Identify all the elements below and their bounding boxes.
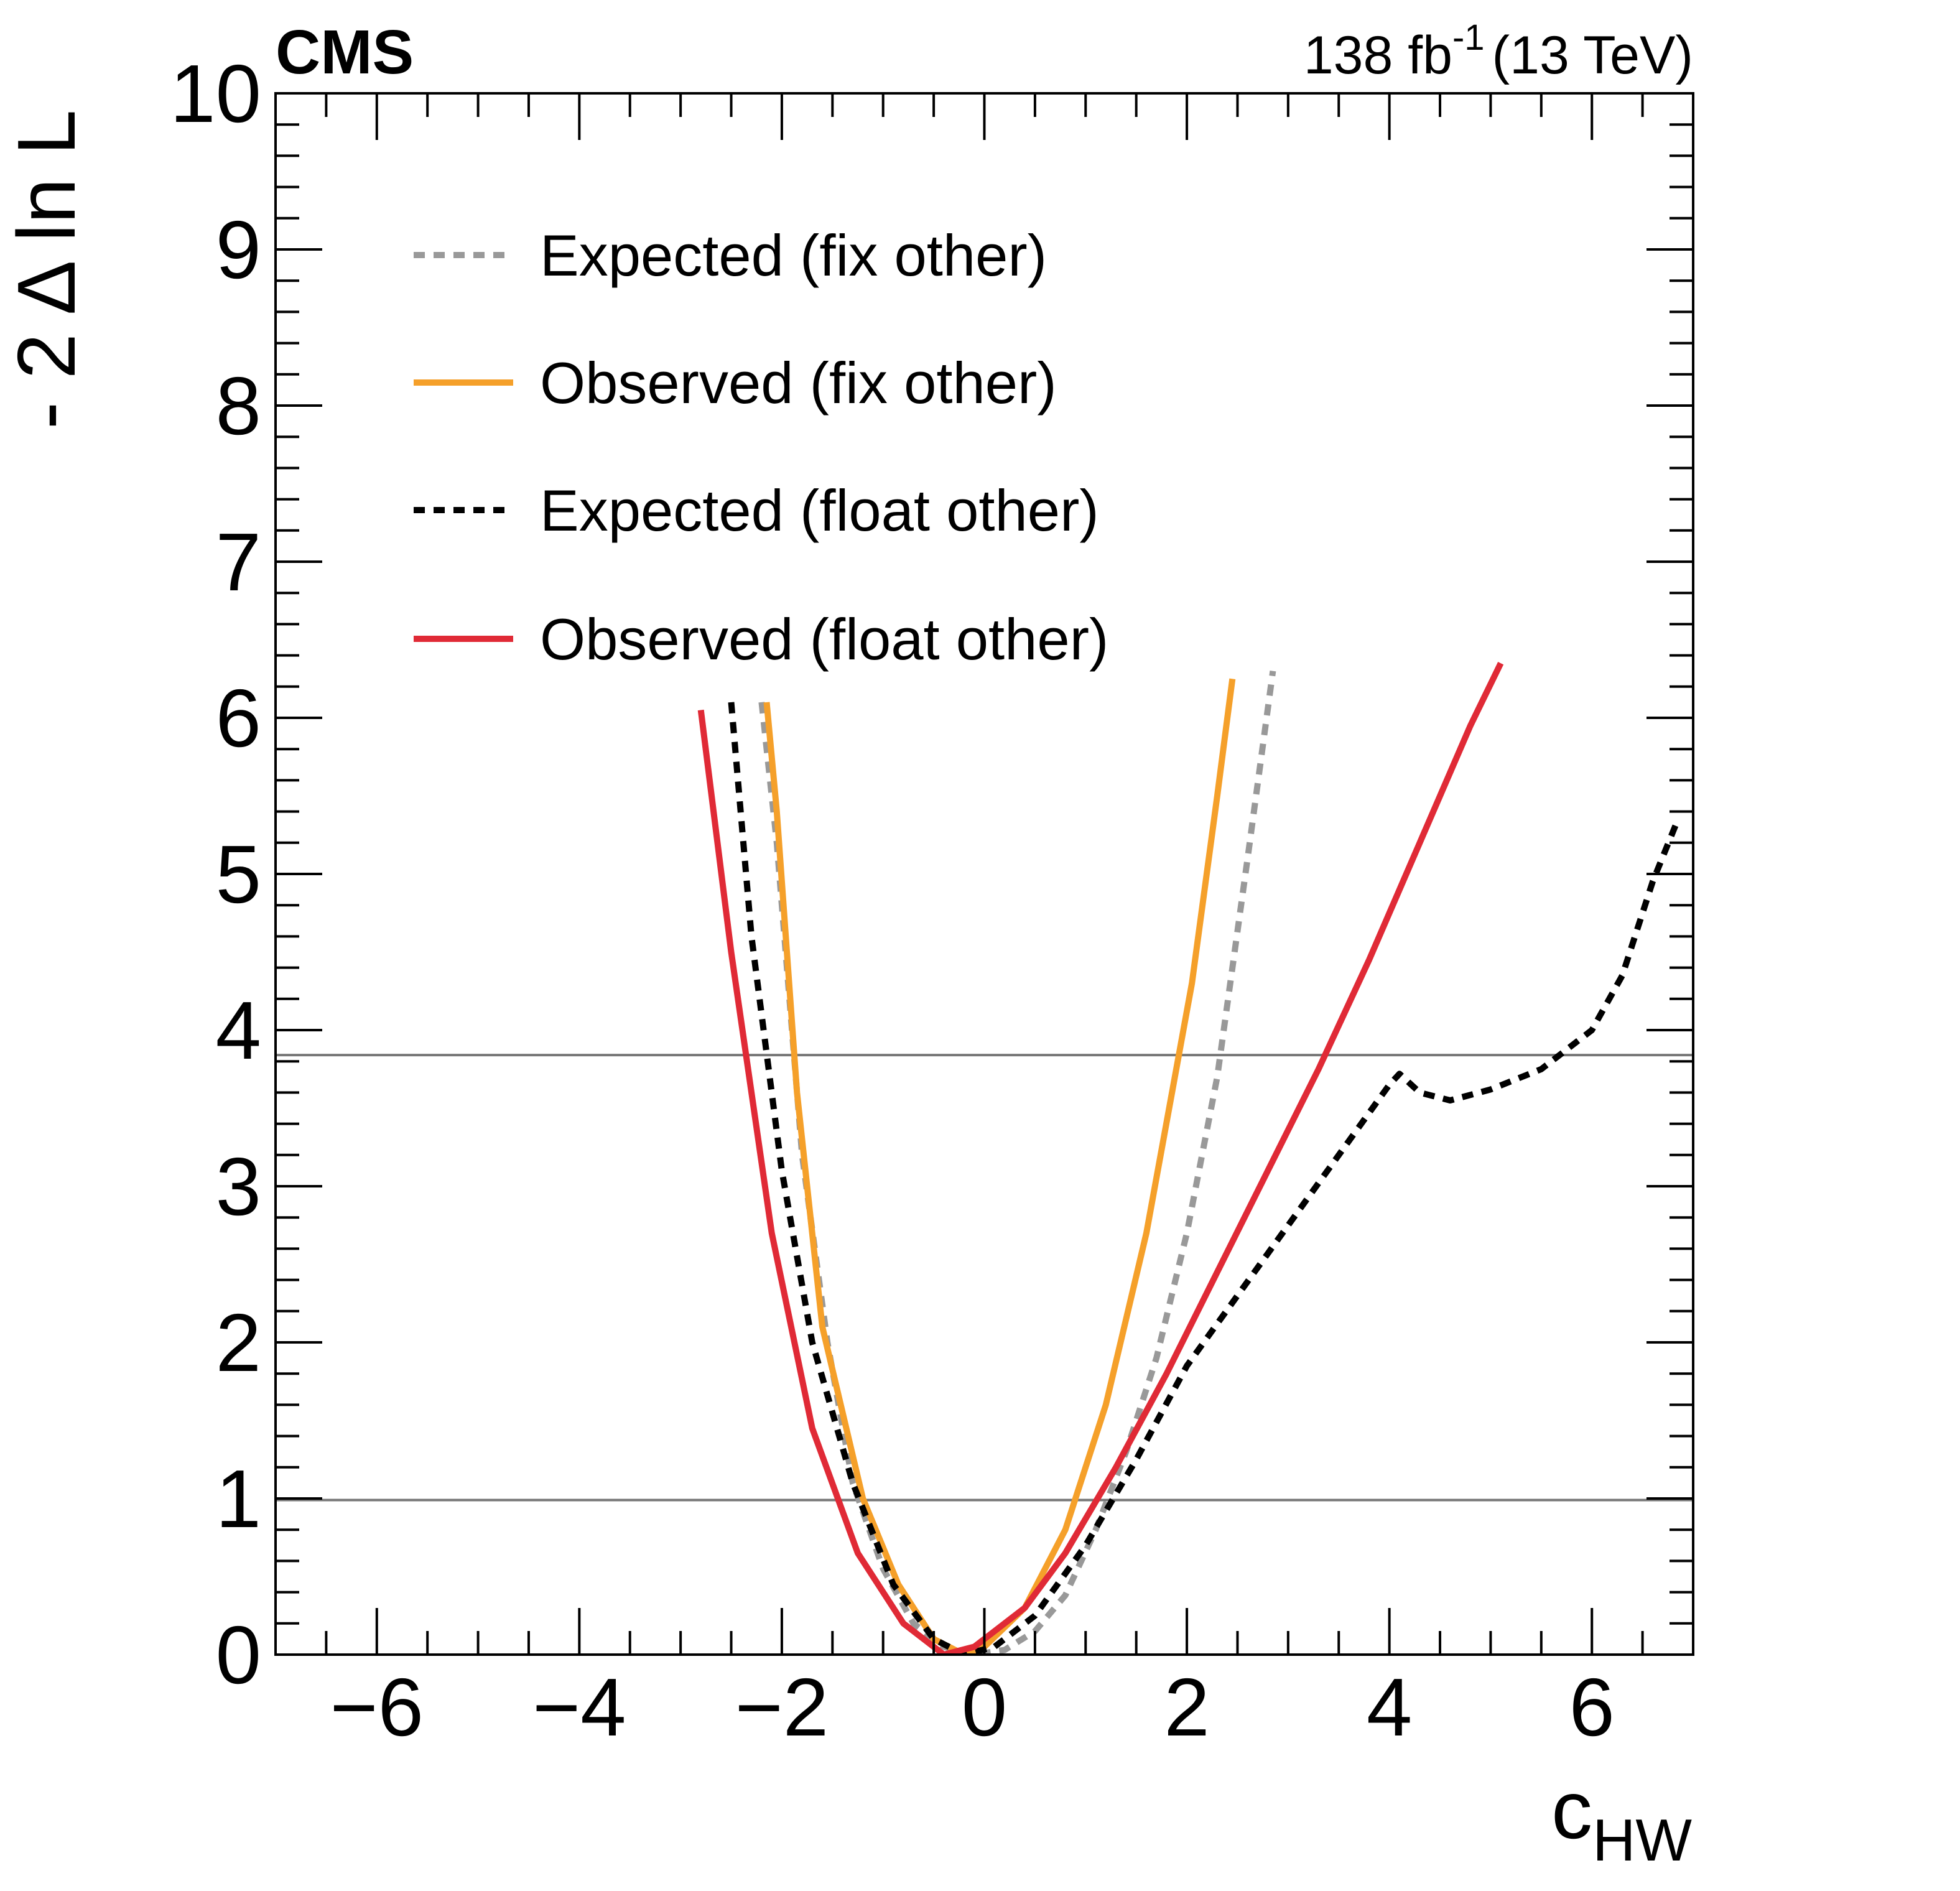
legend-label: Observed (fix other) bbox=[540, 350, 1057, 416]
y-axis-title: - 2 Δ ln L bbox=[1, 109, 92, 429]
luminosity-label: 138 fb-1 (13 TeV) bbox=[1304, 17, 1693, 85]
y-tick-label: 8 bbox=[216, 360, 261, 452]
series-group bbox=[697, 662, 1681, 1655]
y-tick-label: 1 bbox=[216, 1453, 261, 1545]
y-tick-label: 7 bbox=[216, 516, 261, 608]
x-tick-label: −6 bbox=[330, 1661, 424, 1753]
x-tick-label: −4 bbox=[532, 1661, 626, 1753]
y-tick-label: 6 bbox=[216, 672, 261, 764]
y-tick-label: 10 bbox=[170, 48, 261, 139]
x-tick-label: −2 bbox=[735, 1661, 829, 1753]
x-axis-title-sub: HW bbox=[1592, 1807, 1692, 1874]
axis-tick-labels: −6 −4 −2 0 2 4 6 0 1 2 3 4 5 6 7 8 9 10 bbox=[170, 48, 1615, 1753]
y-tick-label: 0 bbox=[216, 1609, 261, 1701]
y-tick-label: 5 bbox=[216, 829, 261, 920]
axis-ticks bbox=[274, 92, 1694, 1656]
x-tick-label: 6 bbox=[1569, 1661, 1615, 1753]
legend-item-expected-fix-other: Expected (fix other) bbox=[414, 223, 1047, 288]
y-tick-label: 4 bbox=[216, 985, 261, 1076]
legend-label: Expected (float other) bbox=[540, 478, 1099, 543]
series-line-expected-float-other bbox=[728, 702, 1681, 1655]
legend-label: Observed (float other) bbox=[540, 606, 1108, 672]
legend-label: Expected (fix other) bbox=[540, 223, 1047, 288]
experiment-label: CMS bbox=[276, 17, 414, 87]
y-tick-label: 3 bbox=[216, 1141, 261, 1232]
x-axis-title-main: c bbox=[1551, 1764, 1592, 1856]
luminosity-value: 138 fb bbox=[1304, 26, 1452, 85]
x-tick-label: 4 bbox=[1367, 1661, 1412, 1753]
x-tick-label: 0 bbox=[962, 1661, 1007, 1753]
legend-item-observed-fix-other: Observed (fix other) bbox=[414, 350, 1057, 416]
y-tick-label: 9 bbox=[216, 204, 261, 295]
plot-frame bbox=[274, 92, 1694, 1656]
series-line-observed-fix-other bbox=[763, 678, 1236, 1655]
series-line-observed-float-other bbox=[697, 662, 1504, 1655]
series-layer bbox=[697, 662, 1681, 1655]
x-axis-title: cHW bbox=[1551, 1764, 1692, 1874]
legend: Expected (fix other) Observed (fix other)… bbox=[414, 223, 1108, 672]
luminosity-exponent: -1 bbox=[1452, 17, 1485, 58]
legend-item-expected-float-other: Expected (float other) bbox=[414, 478, 1099, 543]
x-tick-label: 2 bbox=[1164, 1661, 1209, 1753]
reference-lines bbox=[276, 1054, 1693, 1502]
legend-item-observed-float-other: Observed (float other) bbox=[414, 606, 1108, 672]
y-tick-label: 2 bbox=[216, 1297, 261, 1388]
energy-label: (13 TeV) bbox=[1492, 26, 1693, 85]
